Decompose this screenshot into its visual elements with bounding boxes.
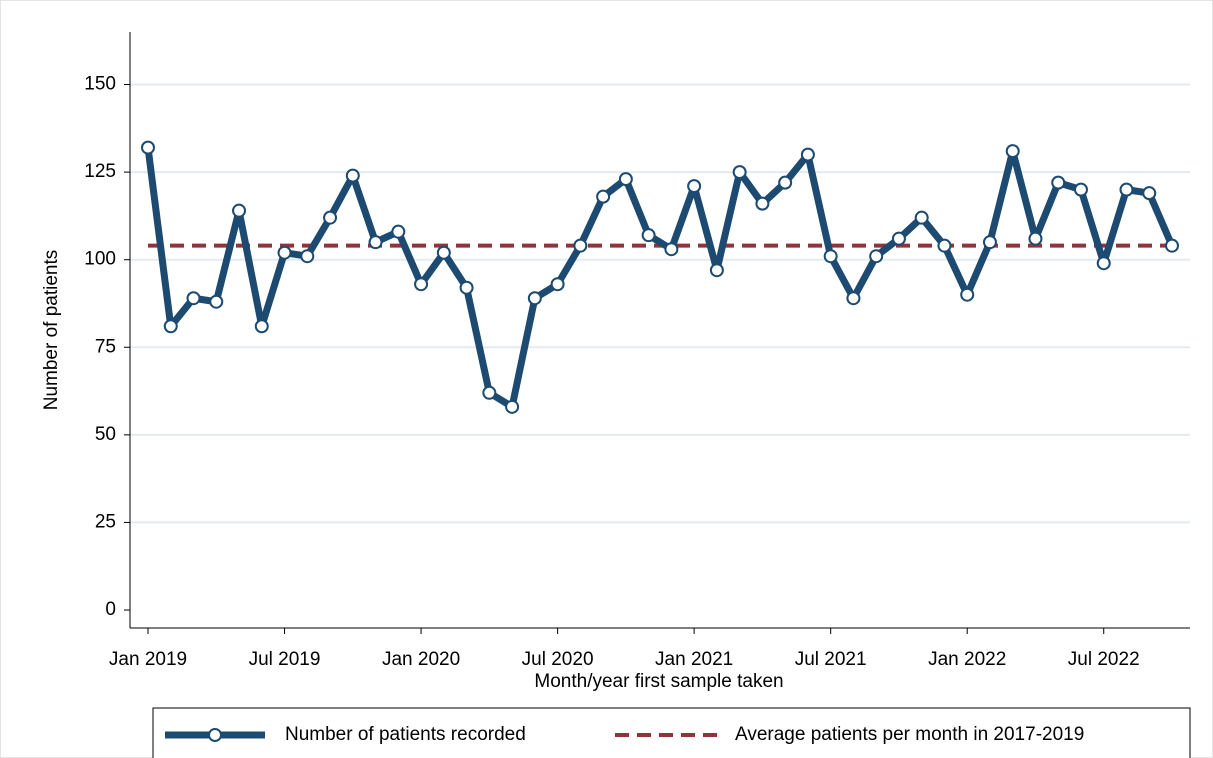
data-point	[550, 277, 565, 292]
x-tick-label: Jan 2021	[655, 649, 733, 670]
data-point	[755, 196, 770, 211]
data-point	[664, 242, 679, 257]
data-point	[687, 179, 702, 194]
data-point	[778, 175, 793, 190]
legend-label: Number of patients recorded	[285, 724, 526, 745]
x-tick-label: Jan 2022	[928, 649, 1006, 670]
x-tick-label: Jul 2020	[522, 649, 594, 670]
data-point	[1142, 186, 1157, 201]
data-point	[232, 203, 247, 218]
legend-marker	[208, 728, 222, 742]
data-point	[1005, 144, 1020, 159]
data-point	[1165, 238, 1179, 253]
data-point	[618, 172, 633, 187]
x-tick-label: Jan 2020	[382, 649, 460, 670]
y-tick-label: 0	[105, 599, 116, 620]
data-point	[323, 210, 338, 225]
y-tick-label: 50	[95, 424, 116, 445]
y-tick-label: 125	[84, 161, 116, 182]
data-point	[823, 249, 838, 264]
data-point	[277, 245, 292, 260]
data-point	[982, 235, 997, 250]
data-point	[163, 319, 178, 334]
x-tick-label: Jul 2022	[1068, 649, 1140, 670]
data-point	[345, 168, 360, 183]
data-point	[960, 287, 975, 302]
data-point	[732, 165, 747, 180]
data-point	[914, 210, 929, 225]
data-point	[300, 249, 315, 264]
data-point	[1119, 182, 1134, 197]
data-point	[527, 291, 542, 306]
data-point	[209, 294, 224, 309]
data-point	[596, 189, 611, 204]
data-point	[505, 399, 520, 414]
y-tick-label: 75	[95, 336, 116, 357]
data-point	[436, 245, 451, 260]
data-point	[368, 235, 383, 250]
data-point	[891, 231, 906, 246]
data-point	[254, 319, 269, 334]
data-point	[141, 140, 155, 155]
data-point	[846, 291, 861, 306]
data-point	[482, 385, 497, 400]
data-point	[459, 280, 474, 295]
data-point	[937, 238, 952, 253]
data-point	[1096, 256, 1111, 271]
data-point	[186, 291, 201, 306]
data-point	[1073, 182, 1088, 197]
y-axis-title: Number of patients	[41, 250, 62, 411]
data-point	[800, 147, 815, 162]
y-tick-label: 100	[84, 249, 116, 270]
legend-label: Average patients per month in 2017-2019	[735, 724, 1084, 745]
data-point	[391, 224, 406, 239]
series-line	[144, 147, 1176, 411]
data-point	[573, 238, 588, 253]
x-tick-label: Jul 2019	[249, 649, 321, 670]
data-point	[869, 249, 884, 264]
data-point	[641, 228, 656, 243]
data-point	[414, 277, 429, 292]
x-axis-title: Month/year first sample taken	[534, 671, 783, 692]
y-tick-label: 25	[95, 511, 116, 532]
y-tick-label: 150	[84, 74, 116, 95]
data-point	[1028, 231, 1043, 246]
x-tick-label: Jan 2019	[109, 649, 187, 670]
data-point	[1051, 175, 1066, 190]
x-tick-label: Jul 2021	[795, 649, 867, 670]
data-point	[709, 263, 724, 278]
